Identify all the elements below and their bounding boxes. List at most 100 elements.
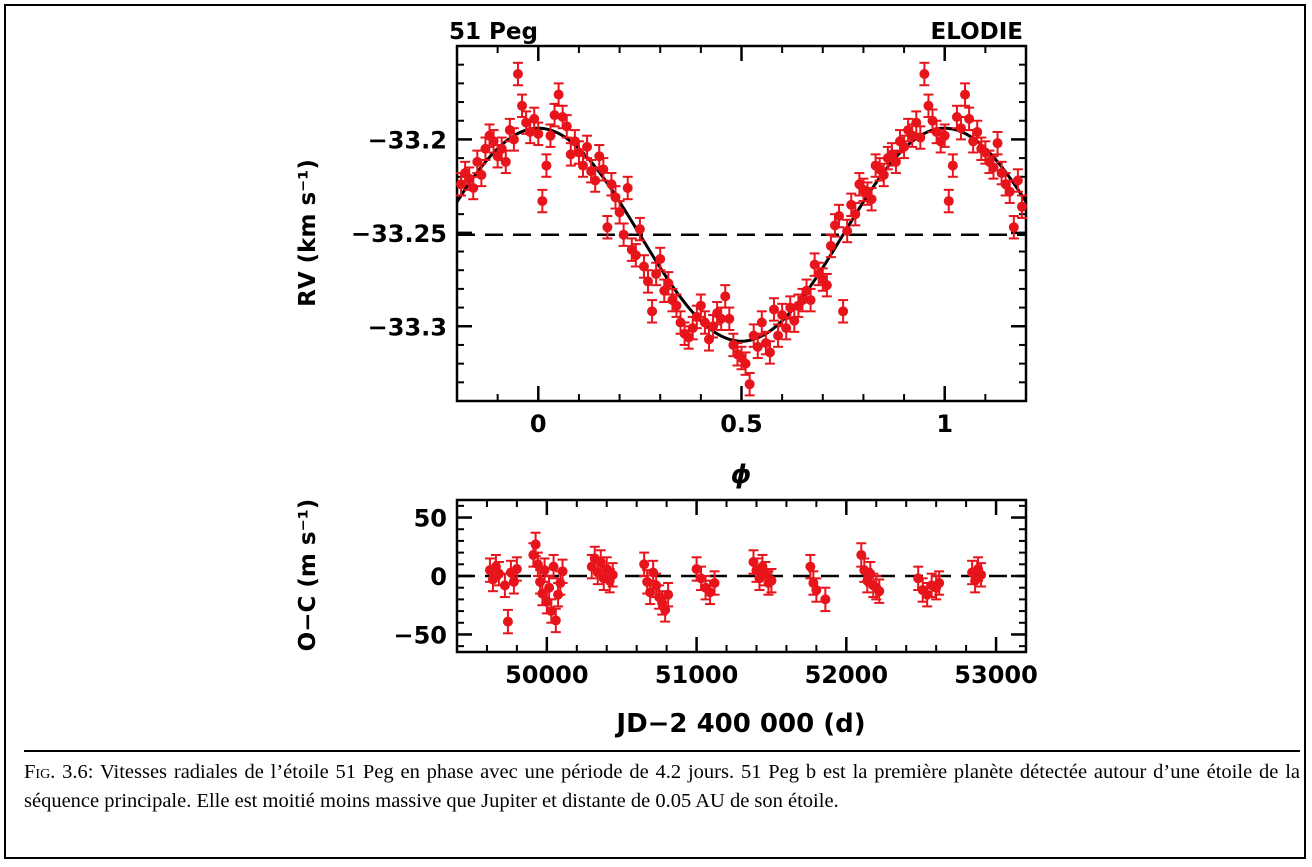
rv-data-point [537, 196, 548, 207]
rv-data-point [716, 313, 727, 324]
rv-data-point [582, 141, 593, 152]
rv-data-point [663, 278, 674, 289]
oc-x-axis-label: JD−2 400 000 (d) [614, 709, 865, 739]
rv-data-point [529, 113, 540, 124]
caption-text: Vitesses radiales de l’étoile 51 Peg en … [24, 761, 1300, 812]
rv-data-point [972, 126, 983, 137]
rv-data-point [911, 117, 922, 128]
oc-data-point [557, 566, 568, 577]
rv-data-point [805, 295, 816, 306]
rv-data-point [756, 317, 767, 328]
figure-caption: Fig. 3.6: Vitesses radiales de l’étoile … [24, 750, 1300, 860]
rv-y-tick-label: −33.3 [368, 313, 447, 341]
rv-data-point [724, 313, 735, 324]
oc-data-point [976, 569, 987, 580]
rv-data-point [878, 169, 889, 180]
panel-title-left: 51 Peg [449, 19, 538, 45]
rv-data-point [740, 358, 751, 369]
rv-data-point [577, 160, 588, 171]
rv-data-point [964, 113, 975, 124]
rv-data-point [622, 183, 633, 193]
oc-data-point [856, 549, 867, 560]
residuals-time-plot: 50000 51000 52000 53000 50 0 −50 [393, 498, 1038, 689]
rv-data-point [821, 280, 832, 291]
oc-data-point [660, 604, 671, 615]
figure-canvas: 51 Peg ELODIE 0 0.5 1 −33.2 −33.25 −33.3 ϕ RV… [295, 19, 1038, 739]
oc-y-axis-label: O−C (m s⁻¹) [295, 499, 321, 652]
rv-data-point [764, 347, 775, 358]
rv-data-point [630, 250, 641, 261]
rv-data-point [618, 229, 629, 240]
rv-data-point [508, 134, 519, 145]
rv-data-point [939, 130, 950, 141]
rv-data-point [1008, 222, 1019, 233]
oc-data-point [934, 578, 945, 589]
rv-data-point [886, 149, 897, 160]
rv-data-point [468, 183, 479, 193]
oc-data-point [539, 565, 550, 576]
rv-data-point [850, 209, 861, 220]
oc-x-tick-label: 52000 [805, 661, 889, 689]
rv-data-point [634, 224, 645, 235]
oc-x-tick-label: 51000 [655, 661, 739, 689]
rv-x-axis-label: ϕ [731, 460, 752, 490]
rv-data-point [943, 196, 954, 207]
oc-data-point [607, 569, 618, 580]
rv-data-point [512, 69, 523, 80]
rv-data-point [825, 240, 836, 251]
rv-data-point [744, 379, 755, 390]
oc-y-tick-label: 0 [430, 563, 447, 591]
oc-data-point [493, 568, 504, 579]
rv-data-point [643, 276, 654, 287]
oc-data-point [820, 594, 831, 605]
caption-label: Fig. 3.6: [24, 761, 94, 783]
rv-data-point [919, 69, 930, 80]
rv-data-point [960, 89, 971, 100]
oc-data-point [811, 585, 822, 596]
rv-y-tick-label: −33.25 [351, 220, 447, 248]
oc-data-point [530, 539, 541, 550]
rv-data-point [533, 128, 544, 139]
rv-data-point [866, 194, 877, 205]
rv-data-point [549, 110, 560, 121]
rv-data-point [590, 175, 601, 186]
rv-data-point [610, 192, 621, 203]
rv-x-tick-label: 0.5 [720, 410, 763, 438]
rv-data-point [838, 306, 849, 317]
rv-data-point [915, 132, 926, 143]
rv-data-point [671, 300, 682, 311]
rv-data-point [553, 89, 564, 100]
rv-model-curve [455, 126, 1028, 343]
rv-x-tick-label: 0 [530, 410, 547, 438]
rv-data-point [638, 261, 649, 272]
rv-data-point [647, 306, 658, 317]
rv-data-point [752, 341, 763, 352]
oc-data-point [499, 580, 510, 591]
oc-data-point [639, 559, 650, 570]
rv-data-point [488, 136, 499, 147]
rv-data-point [699, 317, 710, 328]
rv-data-point [899, 141, 910, 152]
rv-data-point [659, 285, 670, 296]
rv-data-point [541, 160, 552, 171]
rv-data-point [651, 268, 662, 279]
rv-data-point [842, 225, 853, 236]
rv-data-point [1004, 186, 1015, 197]
oc-data-point [595, 556, 606, 567]
rv-x-tick-label: 1 [936, 410, 953, 438]
rv-data-point [1016, 201, 1027, 212]
rv-data-point [890, 156, 901, 167]
oc-data-point [874, 586, 885, 597]
panel-title-right: ELODIE [931, 19, 1023, 45]
rv-data-point [561, 121, 572, 132]
oc-data-point [550, 615, 561, 626]
oc-data-point [645, 587, 656, 598]
rv-data-point [545, 130, 556, 141]
oc-data-point [544, 582, 555, 593]
rv-data-point [992, 138, 1003, 149]
rv-data-point [492, 151, 503, 162]
rv-data-point [834, 211, 845, 222]
oc-x-tick-label: 50000 [505, 661, 589, 689]
rv-y-tick-label: −33.2 [368, 126, 447, 154]
rv-data-point [655, 254, 666, 264]
